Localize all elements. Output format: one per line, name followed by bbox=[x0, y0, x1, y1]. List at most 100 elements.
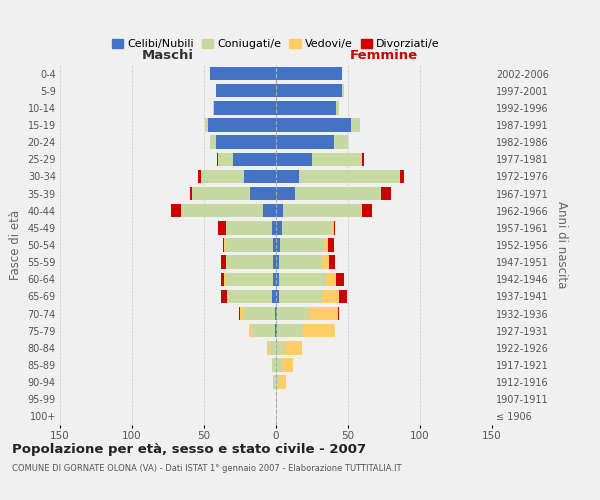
Bar bbox=[276, 67, 342, 80]
Bar bbox=[221, 290, 227, 303]
Bar bbox=[362, 204, 373, 218]
Bar bbox=[322, 290, 340, 303]
Legend: Celibi/Nubili, Coniugati/e, Vedovi/e, Divorziati/e: Celibi/Nubili, Coniugati/e, Vedovi/e, Di… bbox=[108, 34, 444, 54]
Bar bbox=[276, 118, 351, 132]
Bar bbox=[279, 256, 322, 269]
Bar bbox=[215, 84, 276, 98]
Bar bbox=[224, 272, 226, 286]
Bar bbox=[181, 204, 263, 218]
Bar bbox=[351, 118, 359, 132]
Bar bbox=[326, 272, 337, 286]
Bar bbox=[276, 290, 279, 303]
Bar bbox=[304, 324, 335, 338]
Bar bbox=[268, 341, 269, 354]
Bar bbox=[226, 238, 273, 252]
Bar bbox=[276, 152, 312, 166]
Bar bbox=[276, 307, 277, 320]
Bar bbox=[210, 67, 276, 80]
Bar bbox=[279, 376, 286, 389]
Bar bbox=[277, 307, 309, 320]
Bar bbox=[276, 358, 282, 372]
Bar bbox=[276, 324, 277, 338]
Bar bbox=[214, 101, 276, 114]
Bar bbox=[332, 221, 334, 234]
Bar bbox=[221, 256, 226, 269]
Bar bbox=[226, 272, 273, 286]
Bar bbox=[309, 307, 338, 320]
Bar bbox=[276, 136, 334, 149]
Bar bbox=[272, 358, 276, 372]
Bar bbox=[277, 324, 304, 338]
Bar bbox=[240, 307, 244, 320]
Bar bbox=[276, 187, 295, 200]
Bar bbox=[229, 290, 272, 303]
Bar bbox=[227, 290, 229, 303]
Bar bbox=[273, 238, 276, 252]
Y-axis label: Anni di nascita: Anni di nascita bbox=[556, 202, 568, 288]
Bar bbox=[323, 238, 328, 252]
Bar bbox=[275, 324, 276, 338]
Bar bbox=[276, 221, 282, 234]
Bar bbox=[362, 152, 364, 166]
Bar bbox=[250, 187, 276, 200]
Bar bbox=[251, 324, 275, 338]
Bar bbox=[201, 170, 244, 183]
Bar bbox=[223, 238, 224, 252]
Bar bbox=[328, 238, 334, 252]
Bar bbox=[334, 136, 348, 149]
Bar bbox=[226, 221, 272, 234]
Bar bbox=[275, 307, 276, 320]
Bar bbox=[381, 187, 391, 200]
Bar bbox=[248, 324, 251, 338]
Y-axis label: Fasce di età: Fasce di età bbox=[9, 210, 22, 280]
Bar bbox=[337, 101, 340, 114]
Bar bbox=[276, 84, 342, 98]
Bar bbox=[218, 221, 226, 234]
Bar bbox=[342, 84, 344, 98]
Bar bbox=[276, 170, 299, 183]
Bar bbox=[276, 392, 277, 406]
Bar bbox=[273, 376, 276, 389]
Bar bbox=[283, 204, 362, 218]
Bar bbox=[295, 187, 381, 200]
Bar bbox=[276, 272, 279, 286]
Bar bbox=[205, 118, 208, 132]
Bar bbox=[263, 204, 276, 218]
Bar bbox=[282, 358, 293, 372]
Bar bbox=[276, 376, 279, 389]
Bar bbox=[329, 256, 335, 269]
Bar bbox=[272, 221, 276, 234]
Bar bbox=[226, 256, 273, 269]
Bar bbox=[276, 341, 284, 354]
Bar bbox=[334, 221, 335, 234]
Text: Popolazione per età, sesso e stato civile - 2007: Popolazione per età, sesso e stato civil… bbox=[12, 442, 366, 456]
Bar bbox=[312, 152, 362, 166]
Bar bbox=[208, 118, 276, 132]
Bar bbox=[193, 187, 250, 200]
Text: COMUNE DI GORNATE OLONA (VA) - Dati ISTAT 1° gennaio 2007 - Elaborazione TUTTITA: COMUNE DI GORNATE OLONA (VA) - Dati ISTA… bbox=[12, 464, 401, 473]
Bar bbox=[198, 170, 201, 183]
Bar bbox=[244, 170, 276, 183]
Bar bbox=[337, 272, 344, 286]
Bar bbox=[233, 152, 276, 166]
Bar bbox=[218, 152, 233, 166]
Bar bbox=[239, 307, 240, 320]
Bar bbox=[282, 221, 332, 234]
Bar bbox=[215, 136, 276, 149]
Bar bbox=[224, 238, 226, 252]
Bar bbox=[279, 272, 326, 286]
Bar bbox=[280, 238, 323, 252]
Bar bbox=[276, 101, 337, 114]
Bar bbox=[244, 307, 275, 320]
Bar bbox=[272, 290, 276, 303]
Bar bbox=[210, 136, 215, 149]
Bar bbox=[217, 152, 218, 166]
Bar bbox=[299, 170, 400, 183]
Text: Maschi: Maschi bbox=[142, 48, 194, 62]
Bar bbox=[276, 204, 283, 218]
Bar bbox=[221, 272, 224, 286]
Bar bbox=[269, 341, 276, 354]
Text: Femmine: Femmine bbox=[350, 48, 418, 62]
Bar bbox=[400, 170, 404, 183]
Bar bbox=[190, 187, 193, 200]
